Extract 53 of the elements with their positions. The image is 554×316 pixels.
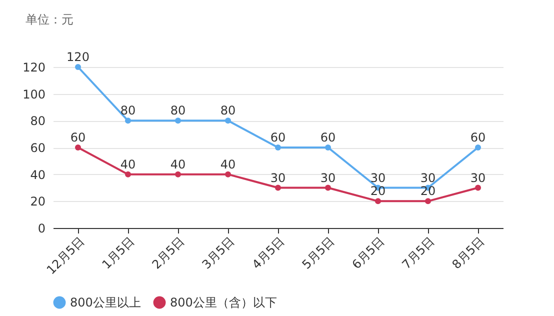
x-tick-label: 12月5日 xyxy=(44,234,87,278)
data-label: 60 xyxy=(270,130,286,144)
data-label: 30 xyxy=(370,170,386,185)
data-label: 80 xyxy=(220,104,236,118)
data-label: 20 xyxy=(370,184,386,198)
point xyxy=(125,171,131,178)
point xyxy=(475,184,481,191)
y-tick-label: 120 xyxy=(22,60,46,74)
point xyxy=(275,144,281,150)
data-label: 30 xyxy=(270,170,286,185)
data-label: 120 xyxy=(66,50,90,64)
point xyxy=(75,64,81,70)
point xyxy=(325,184,331,191)
x-tick-label: 7月5日 xyxy=(399,234,437,272)
x-tick-label: 2月5日 xyxy=(149,234,187,272)
data-label: 30 xyxy=(470,170,486,185)
y-tick-label: 100 xyxy=(22,87,46,102)
y-axis-title: 单位：元 xyxy=(26,12,74,26)
point xyxy=(475,144,481,150)
x-tick-label: 3月5日 xyxy=(199,234,237,272)
x-tick-label: 4月5日 xyxy=(249,234,287,272)
x-tick-label: 8月5日 xyxy=(449,234,487,272)
y-tick-label: 40 xyxy=(30,168,46,182)
data-label: 30 xyxy=(320,170,336,185)
x-tick-label: 1月5日 xyxy=(99,234,137,272)
y-tick-label: 20 xyxy=(30,194,46,209)
point xyxy=(225,171,231,178)
y-tick-label: 80 xyxy=(30,114,46,128)
data-label: 40 xyxy=(120,157,136,172)
point xyxy=(325,144,331,150)
legend-label: 800公里以上 xyxy=(70,296,141,310)
point xyxy=(425,198,431,204)
y-tick-label: 60 xyxy=(30,141,46,155)
point xyxy=(275,184,281,191)
data-label: 40 xyxy=(220,157,236,172)
legend-label: 800公里（含）以下 xyxy=(170,296,277,310)
y-tick-label: 0 xyxy=(38,222,46,236)
x-tick-label: 5月5日 xyxy=(299,234,337,272)
point xyxy=(75,144,81,150)
data-label: 80 xyxy=(170,104,186,118)
data-label: 40 xyxy=(170,157,186,172)
data-label: 60 xyxy=(320,130,336,144)
point xyxy=(225,118,231,124)
data-label: 20 xyxy=(420,184,436,198)
data-label: 80 xyxy=(120,104,136,118)
x-tick-label: 6月5日 xyxy=(349,234,387,272)
point xyxy=(175,171,181,178)
data-label: 60 xyxy=(70,130,86,144)
point xyxy=(375,198,381,204)
point xyxy=(125,118,131,124)
point xyxy=(175,118,181,124)
data-label: 60 xyxy=(470,130,486,144)
data-label: 30 xyxy=(420,170,436,185)
